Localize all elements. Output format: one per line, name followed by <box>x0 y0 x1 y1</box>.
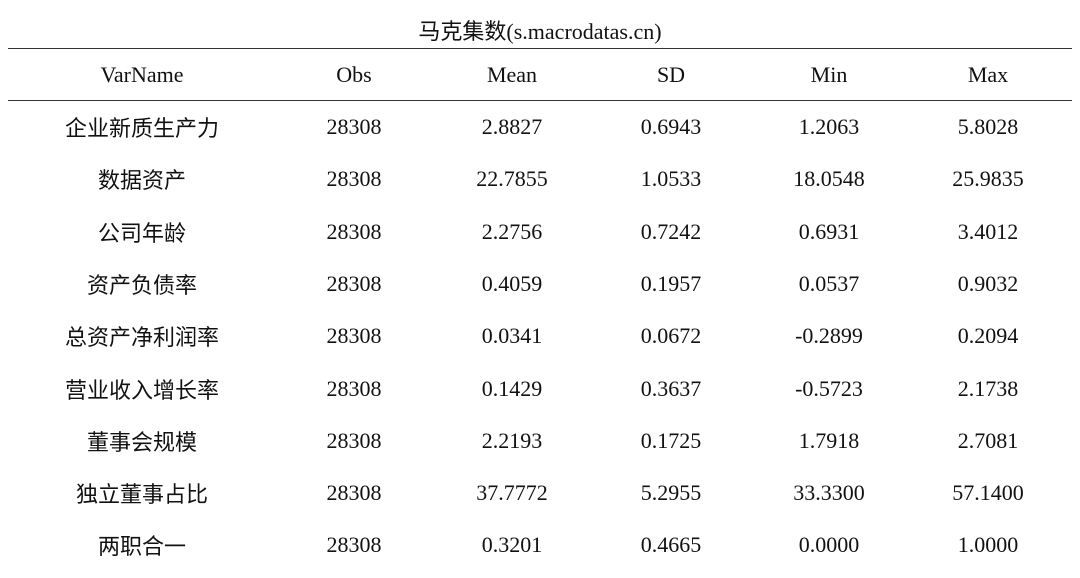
table-cell: 0.4059 <box>481 270 543 296</box>
table-cell: 1.7918 <box>798 427 860 453</box>
row-label: 两职合一 <box>97 534 187 560</box>
table-cell: 2.8827 <box>481 114 543 139</box>
table-cell: 0.9032 <box>957 270 1019 296</box>
table-cell: 0.0537 <box>798 270 860 296</box>
table-cell: 0.0672 <box>640 323 702 349</box>
table-title: 马克集数(s.macrodatas.cn) <box>418 19 662 44</box>
row-label: 董事会规模 <box>86 429 198 455</box>
table-cell: 0.3637 <box>640 375 702 401</box>
column-header: Obs <box>336 62 372 87</box>
row-label: 独立董事占比 <box>75 482 209 508</box>
table-cell: 0.1957 <box>640 270 702 296</box>
table-cell: 0.0341 <box>481 323 543 349</box>
table-cell: 0.6931 <box>798 218 860 244</box>
row-label: 资产负债率 <box>86 272 198 298</box>
table-cell: -0.5723 <box>795 375 863 401</box>
top-rule <box>8 48 1072 49</box>
table-cell: 1.0533 <box>640 166 702 192</box>
table-cell: 0.1429 <box>481 375 543 401</box>
table-cell: 0.0000 <box>798 532 860 558</box>
header-rule <box>8 100 1072 101</box>
column-header: Min <box>810 62 848 87</box>
table-cell: 5.8028 <box>957 114 1019 139</box>
table-cell: 28308 <box>326 270 382 296</box>
table-cell: 28308 <box>326 323 382 349</box>
row-label: 数据资产 <box>97 168 187 194</box>
column-header: Max <box>967 62 1009 87</box>
table-cell: 2.7081 <box>957 427 1019 453</box>
table-cell: 28308 <box>326 114 382 139</box>
table-cell: 28308 <box>326 218 382 244</box>
table-cell: 0.3201 <box>481 532 543 558</box>
table-cell: 57.1400 <box>952 480 1024 506</box>
table-cell: 2.2756 <box>481 218 543 244</box>
table-cell: 37.7772 <box>476 480 548 506</box>
table-cell: 28308 <box>326 532 382 558</box>
row-label: 企业新质生产力 <box>64 116 220 141</box>
table-cell: 28308 <box>326 427 382 453</box>
table-cell: 2.1738 <box>957 375 1019 401</box>
table-cell: 25.9835 <box>952 166 1024 192</box>
table-cell: 0.6943 <box>640 114 702 139</box>
table-cell: 0.2094 <box>957 323 1019 349</box>
row-label: 营业收入增长率 <box>64 377 220 403</box>
table-cell: 1.2063 <box>798 114 860 139</box>
table-cell: 1.0000 <box>957 532 1019 558</box>
row-label: 总资产净利润率 <box>64 325 220 351</box>
table-cell: 33.3300 <box>793 480 865 506</box>
table-cell: 0.1725 <box>640 427 702 453</box>
table-cell: 3.4012 <box>957 218 1019 244</box>
row-label: 公司年龄 <box>97 220 187 246</box>
table-cell: 2.2193 <box>481 427 543 453</box>
column-header: VarName <box>100 62 184 87</box>
table-cell: 0.7242 <box>640 218 702 244</box>
table-cell: -0.2899 <box>795 323 863 349</box>
column-header: SD <box>656 62 686 87</box>
table-cell: 22.7855 <box>476 166 548 192</box>
table-cell: 28308 <box>326 166 382 192</box>
table-cell: 18.0548 <box>793 166 865 192</box>
table-cell: 28308 <box>326 480 382 506</box>
column-header: Mean <box>486 62 538 87</box>
table-cell: 28308 <box>326 375 382 401</box>
table-cell: 0.4665 <box>640 532 702 558</box>
table-cell: 5.2955 <box>640 480 702 506</box>
